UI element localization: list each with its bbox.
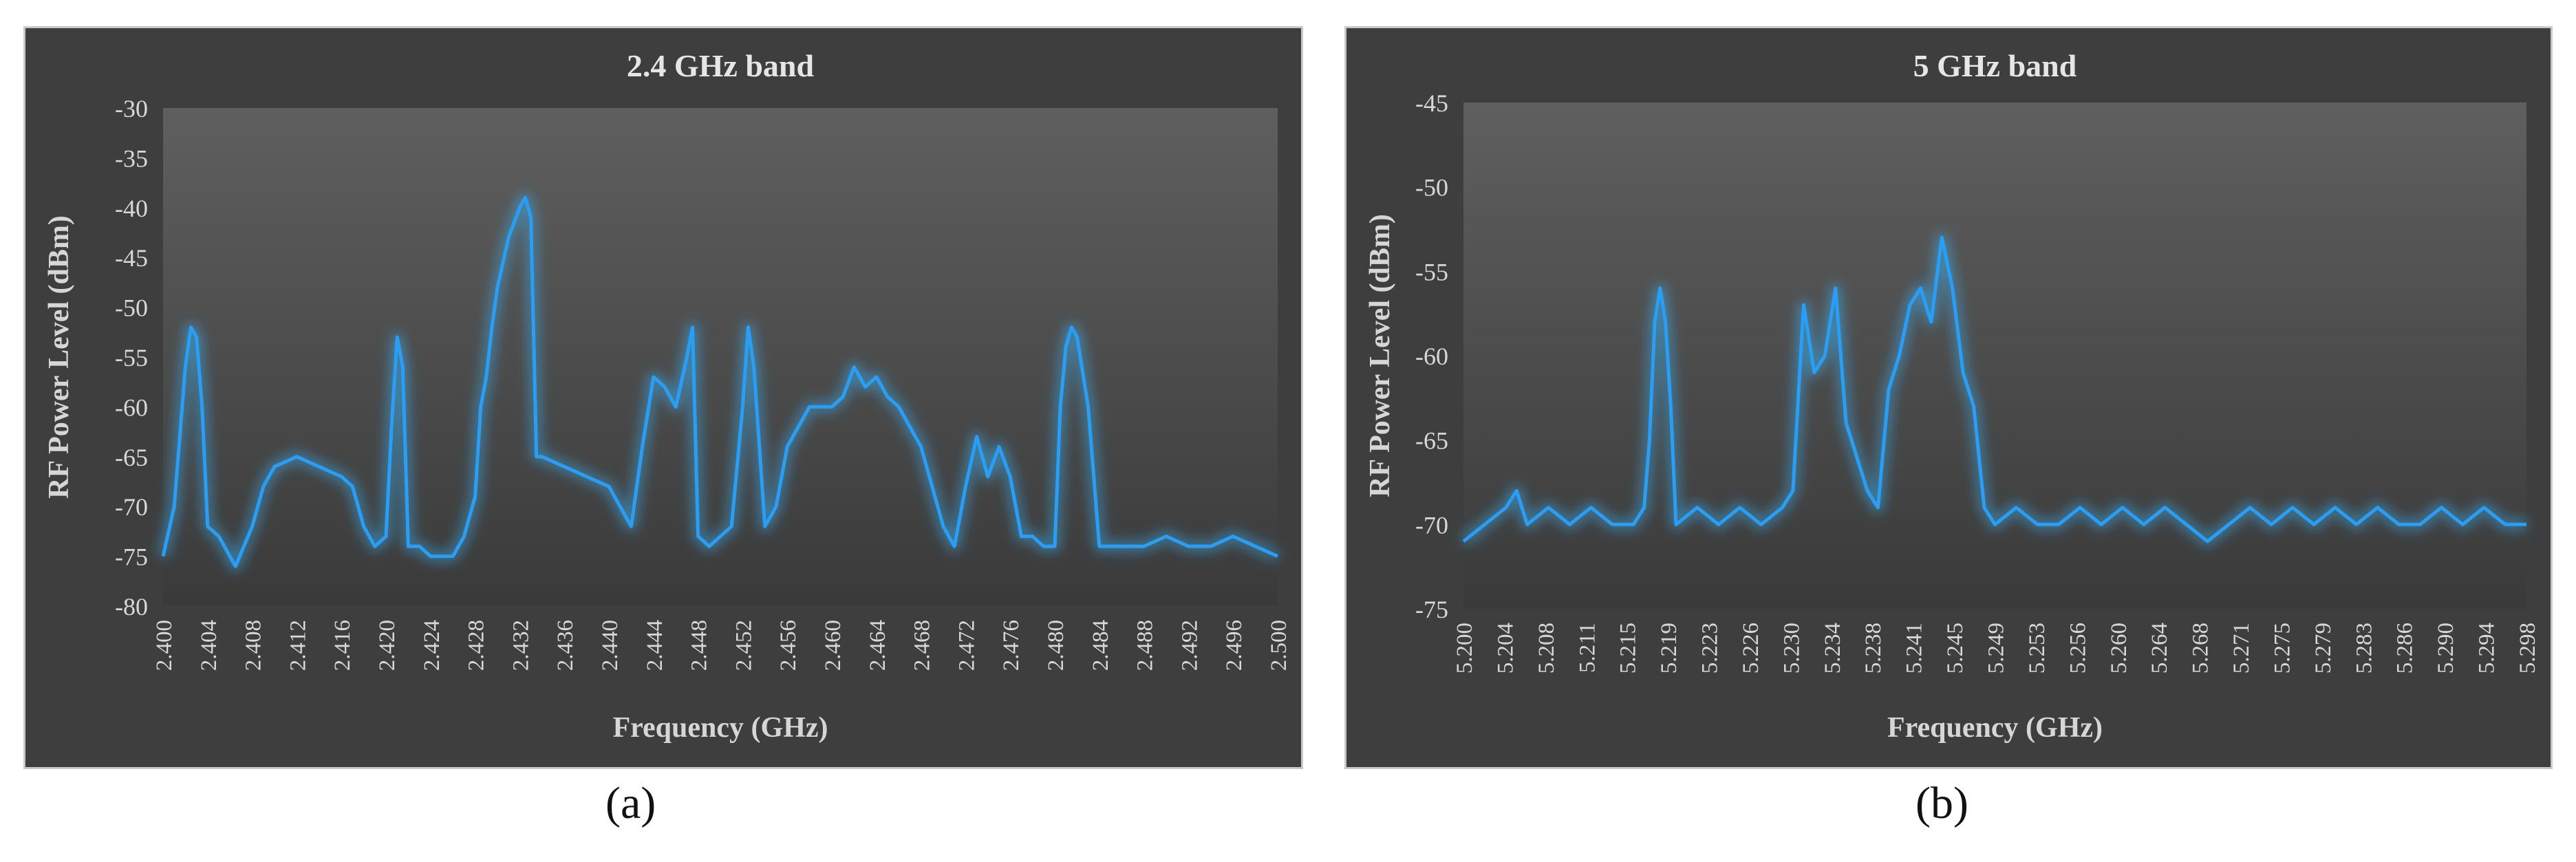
chart-title: 2.4 GHz band: [627, 48, 815, 83]
x-tick-label: 5.249: [1984, 623, 2009, 674]
x-tick-label: 5.298: [2515, 623, 2540, 674]
y-tick-label: -35: [115, 144, 148, 172]
y-tick-label: -50: [1415, 174, 1448, 202]
x-tick-label: 2.428: [464, 620, 489, 671]
x-tick-label: 5.241: [1902, 623, 1927, 674]
chart-panel-5ghz: 5 GHz band -45 -50 -55 -60 -65 -70 -75 5.200 5.20…: [1344, 26, 2553, 769]
x-tick-label: 5.208: [1534, 623, 1559, 674]
x-tick-label: 2.496: [1222, 620, 1247, 671]
x-tick-label: 2.464: [866, 620, 890, 671]
series-line-5ghz: [1462, 235, 2526, 543]
x-tick-label: 2.480: [1044, 620, 1069, 671]
x-tick-label: 2.440: [598, 620, 623, 671]
y-tick-label: -65: [115, 444, 148, 471]
x-tick-label: 5.215: [1616, 623, 1641, 674]
y-tick-label: -45: [115, 244, 148, 272]
y-tick-label: -50: [115, 294, 148, 322]
x-tick-label: 5.223: [1698, 623, 1723, 674]
x-tick-label: 2.488: [1133, 620, 1158, 671]
x-tick-label: 2.424: [420, 620, 444, 671]
y-tick-label: -60: [1415, 343, 1448, 370]
x-tick-label: 5.245: [1943, 623, 1968, 674]
x-tick-label: 5.256: [2065, 623, 2090, 674]
y-tick-label: -60: [115, 394, 148, 421]
x-tick-label: 5.238: [1861, 623, 1886, 674]
x-tick-label: 5.279: [2311, 623, 2336, 674]
x-tick-label: 5.200: [1452, 623, 1477, 674]
x-tick-label: 5.264: [2147, 623, 2172, 674]
y-tick-label: -45: [1415, 89, 1448, 117]
y-axis-label: RF Power Level (dBm): [1364, 214, 1396, 497]
x-tick-label: 2.404: [197, 620, 222, 671]
x-tick-label: 5.230: [1779, 623, 1804, 674]
x-tick-label: 5.260: [2107, 623, 2132, 674]
x-tick-label: 5.253: [2025, 623, 2050, 674]
x-tick-label: 2.444: [643, 620, 667, 671]
plot-area: [163, 108, 1278, 606]
chart-svg-2-4ghz: 2.4 GHz band -30 -35 -40 -45 -50 -55 -60 -65 -70 -…: [43, 48, 1291, 744]
x-tick-label: 2.460: [821, 620, 846, 671]
y-tick-label: -55: [1415, 258, 1448, 285]
x-tick-label: 2.472: [954, 620, 979, 671]
y-tick-label: -30: [115, 95, 148, 122]
y-tick-label: -70: [115, 493, 148, 521]
x-axis-label: Frequency (GHz): [613, 712, 828, 744]
x-tick-label: 2.484: [1088, 620, 1113, 671]
x-tick-label: 2.420: [375, 620, 400, 671]
x-tick-label: 2.492: [1177, 620, 1202, 671]
x-tick-label: 5.275: [2270, 623, 2295, 674]
x-axis-label: Frequency (GHz): [1887, 712, 2103, 744]
subfigure-label-a: (a): [605, 778, 656, 828]
x-tick-label: 5.271: [2229, 623, 2254, 674]
x-tick-label: 2.500: [1267, 620, 1291, 671]
y-tick-label: -55: [115, 344, 148, 371]
y-tick-label: -75: [1415, 596, 1448, 623]
x-tick-label: 2.400: [152, 620, 177, 671]
plot-area: [1463, 103, 2526, 609]
y-tick-label: -65: [1415, 427, 1448, 455]
x-tick-label: 2.476: [999, 620, 1024, 671]
chart-panel-2-4ghz: 2.4 GHz band -30 -35 -40 -45 -50 -55 -60 -65 -70 -…: [23, 26, 1303, 769]
series-line-2-4ghz: [161, 195, 1279, 568]
x-tick-label: 2.436: [553, 620, 578, 671]
x-tick-label: 2.408: [242, 620, 266, 671]
chart-title: 5 GHz band: [1913, 48, 2077, 83]
x-tick-label: 2.456: [776, 620, 801, 671]
x-tick-label: 2.416: [330, 620, 355, 671]
x-tick-label: 2.412: [286, 620, 310, 671]
x-tick-label: 5.294: [2475, 623, 2500, 674]
y-tick-label: -70: [1415, 511, 1448, 539]
x-tick-label: 5.268: [2189, 623, 2213, 674]
subfigure-label-b: (b): [1915, 778, 1968, 828]
chart-svg-5ghz: 5 GHz band -45 -50 -55 -60 -65 -70 -755.200 5.20…: [1364, 48, 2540, 744]
x-tick-label: 5.283: [2352, 623, 2376, 674]
y-tick-label: -75: [115, 543, 148, 571]
x-tick-label: 5.226: [1739, 623, 1763, 674]
x-tick-label: 5.211: [1575, 623, 1600, 673]
x-tick-label: 2.432: [508, 620, 533, 671]
x-tick-label: 5.204: [1493, 623, 1518, 674]
x-tick-label: 2.468: [910, 620, 935, 671]
x-tick-label: 5.234: [1821, 623, 1845, 674]
y-tick-label: -40: [115, 195, 148, 222]
y-tick-label: -80: [115, 593, 148, 621]
x-tick-label: 2.448: [687, 620, 712, 671]
y-axis-label: RF Power Level (dBm): [43, 215, 75, 499]
x-tick-label: 5.286: [2393, 623, 2418, 674]
x-tick-label: 5.219: [1657, 623, 1682, 674]
x-tick-label: 2.452: [731, 620, 756, 671]
x-tick-label: 5.290: [2434, 623, 2458, 674]
